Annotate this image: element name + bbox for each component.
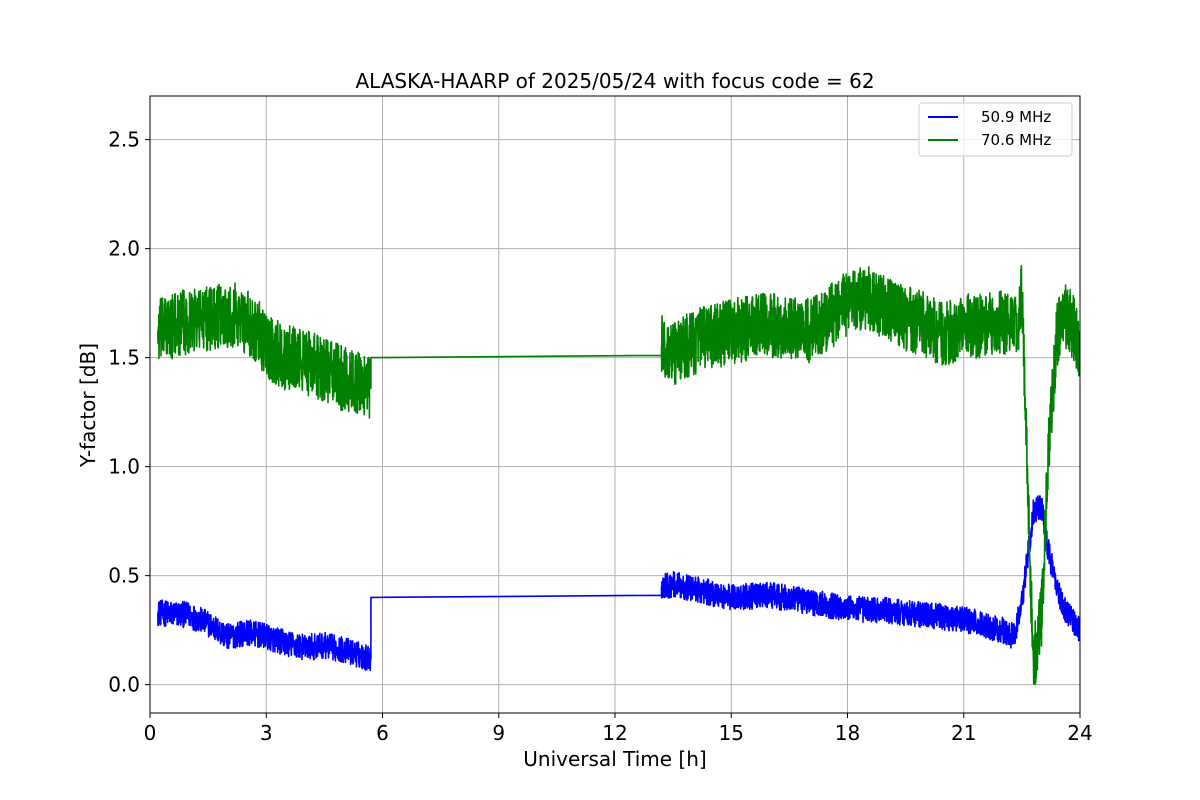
x-tick-label: 6	[376, 721, 389, 745]
chart-title: ALASKA-HAARP of 2025/05/24 with focus co…	[355, 69, 874, 93]
legend-label-50-9: 50.9 MHz	[981, 108, 1051, 126]
series-line-70-6-mhz	[157, 264, 1080, 685]
x-tick-label: 9	[492, 721, 505, 745]
x-tick-label: 12	[602, 721, 627, 745]
x-axis: 0 3 6 9 12 15 18 21 24	[144, 713, 1093, 745]
y-tick-label: 2.5	[108, 128, 140, 152]
y-tick-label: 0.5	[108, 564, 140, 588]
grid-lines	[149, 96, 1081, 713]
y-tick-label: 0.0	[108, 673, 140, 697]
y-axis-label: Y-factor [dB]	[76, 343, 100, 468]
y-tick-label: 1.0	[108, 455, 140, 479]
y-axis: 0.0 0.5 1.0 1.5 2.0 2.5	[108, 128, 150, 697]
x-tick-label: 21	[951, 721, 976, 745]
legend: 50.9 MHz 70.6 MHz	[918, 102, 1073, 157]
x-tick-label: 15	[719, 721, 744, 745]
x-tick-label: 24	[1067, 721, 1092, 745]
y-tick-label: 2.0	[108, 237, 140, 261]
legend-label-70-6: 70.6 MHz	[981, 131, 1051, 149]
x-tick-label: 18	[835, 721, 860, 745]
x-tick-label: 0	[144, 721, 157, 745]
x-axis-label: Universal Time [h]	[523, 747, 706, 771]
x-tick-label: 3	[260, 721, 273, 745]
series-line-50-9-mhz	[157, 495, 1080, 671]
y-tick-label: 1.5	[108, 346, 140, 370]
series-layer	[157, 264, 1080, 685]
